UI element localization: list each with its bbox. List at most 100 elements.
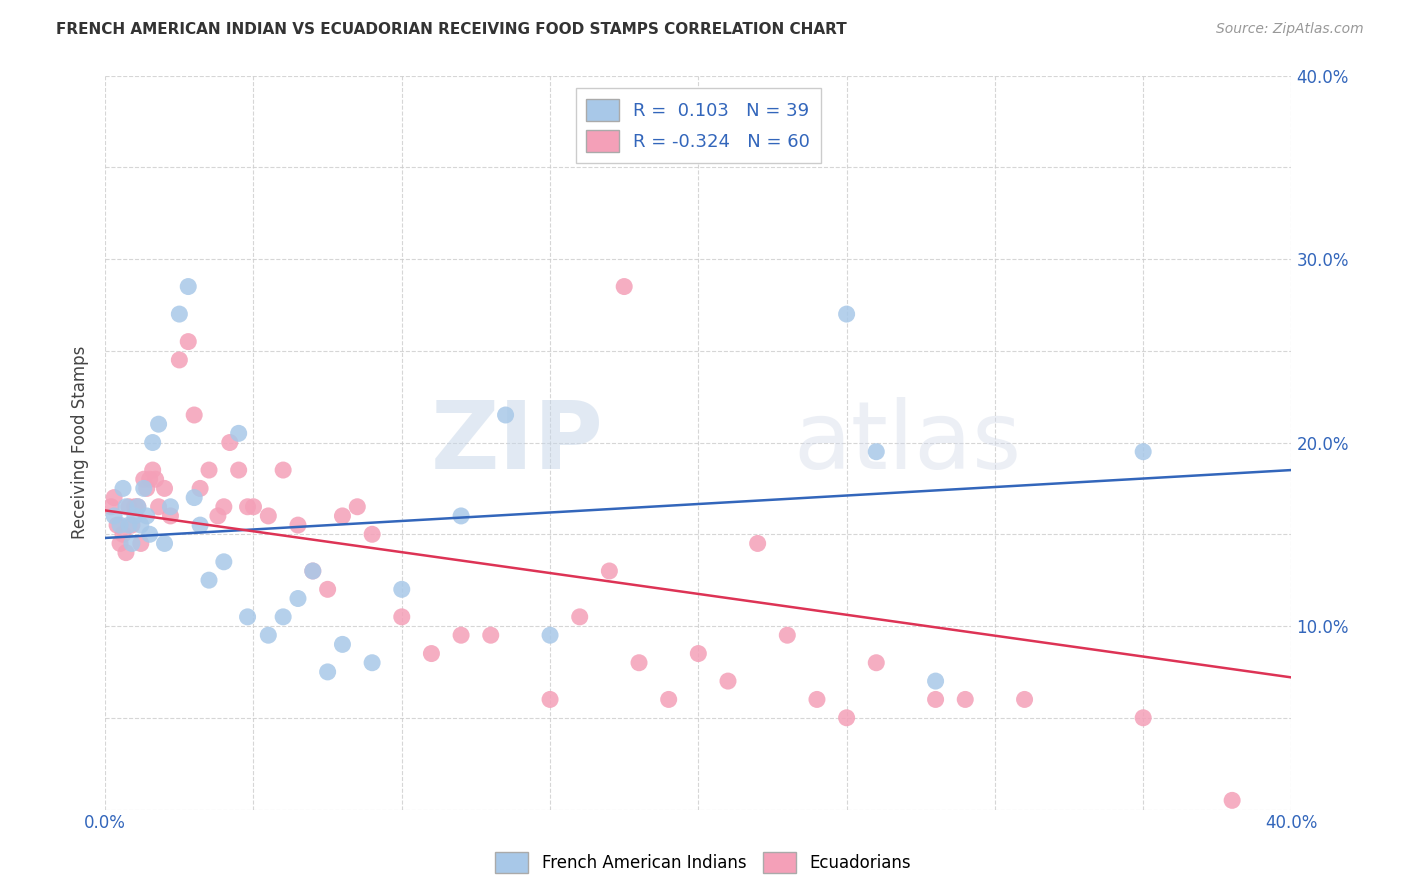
Point: [361, 527, 384, 541]
Point: [776, 628, 799, 642]
Point: [257, 628, 280, 642]
Point: [538, 628, 561, 642]
Point: [361, 656, 384, 670]
Point: [835, 711, 858, 725]
Point: [747, 536, 769, 550]
Point: [111, 527, 134, 541]
Point: [332, 508, 354, 523]
Point: [450, 508, 472, 523]
Point: [121, 518, 143, 533]
Point: [148, 500, 170, 514]
Point: [124, 508, 146, 523]
Point: [301, 564, 323, 578]
Point: [135, 482, 157, 496]
Point: [111, 482, 134, 496]
Point: [198, 573, 221, 587]
Point: [103, 491, 125, 505]
Point: [207, 508, 229, 523]
Text: Source: ZipAtlas.com: Source: ZipAtlas.com: [1216, 22, 1364, 37]
Point: [183, 408, 205, 422]
Point: [100, 500, 122, 514]
Point: [127, 500, 149, 514]
Point: [1132, 444, 1154, 458]
Point: [835, 307, 858, 321]
Point: [479, 628, 502, 642]
Point: [177, 279, 200, 293]
Point: [332, 637, 354, 651]
Point: [118, 518, 141, 533]
Point: [1132, 711, 1154, 725]
Point: [598, 564, 620, 578]
Text: atlas: atlas: [793, 397, 1022, 489]
Point: [115, 546, 138, 560]
Point: [658, 692, 681, 706]
Point: [159, 500, 181, 514]
Point: [495, 408, 517, 422]
Point: [955, 692, 977, 706]
Point: [450, 628, 472, 642]
Point: [316, 665, 339, 679]
Point: [169, 353, 191, 368]
Y-axis label: Receiving Food Stamps: Receiving Food Stamps: [72, 346, 89, 540]
Point: [129, 536, 152, 550]
Point: [717, 674, 740, 689]
Point: [228, 426, 250, 441]
Point: [103, 508, 125, 523]
Point: [138, 472, 160, 486]
Point: [169, 307, 191, 321]
Text: FRENCH AMERICAN INDIAN VS ECUADORIAN RECEIVING FOOD STAMPS CORRELATION CHART: FRENCH AMERICAN INDIAN VS ECUADORIAN REC…: [56, 22, 846, 37]
Point: [218, 435, 240, 450]
Point: [115, 500, 138, 514]
Point: [132, 472, 155, 486]
Point: [287, 518, 309, 533]
Point: [287, 591, 309, 606]
Point: [212, 555, 235, 569]
Point: [188, 518, 211, 533]
Point: [346, 500, 368, 514]
Point: [138, 527, 160, 541]
Point: [242, 500, 264, 514]
Point: [198, 463, 221, 477]
Point: [124, 500, 146, 514]
Point: [865, 444, 887, 458]
Point: [132, 482, 155, 496]
Point: [236, 610, 259, 624]
Point: [118, 500, 141, 514]
Point: [271, 610, 294, 624]
Point: [183, 491, 205, 505]
Legend: French American Indians, Ecuadorians: French American Indians, Ecuadorians: [488, 846, 918, 880]
Point: [924, 692, 946, 706]
Point: [108, 518, 131, 533]
Point: [1220, 793, 1243, 807]
Point: [228, 463, 250, 477]
Point: [212, 500, 235, 514]
Point: [924, 674, 946, 689]
Point: [271, 463, 294, 477]
Point: [188, 482, 211, 496]
Point: [148, 417, 170, 432]
Point: [142, 435, 165, 450]
Point: [153, 536, 176, 550]
Point: [145, 472, 167, 486]
Point: [391, 610, 413, 624]
Point: [391, 582, 413, 597]
Text: ZIP: ZIP: [430, 397, 603, 489]
Point: [159, 508, 181, 523]
Point: [301, 564, 323, 578]
Point: [627, 656, 650, 670]
Point: [108, 536, 131, 550]
Point: [420, 647, 443, 661]
Point: [613, 279, 636, 293]
Point: [142, 463, 165, 477]
Point: [1014, 692, 1036, 706]
Point: [865, 656, 887, 670]
Point: [568, 610, 591, 624]
Point: [177, 334, 200, 349]
Legend: R =  0.103   N = 39, R = -0.324   N = 60: R = 0.103 N = 39, R = -0.324 N = 60: [575, 88, 821, 163]
Point: [236, 500, 259, 514]
Point: [129, 518, 152, 533]
Point: [153, 482, 176, 496]
Point: [135, 508, 157, 523]
Point: [127, 500, 149, 514]
Point: [688, 647, 710, 661]
